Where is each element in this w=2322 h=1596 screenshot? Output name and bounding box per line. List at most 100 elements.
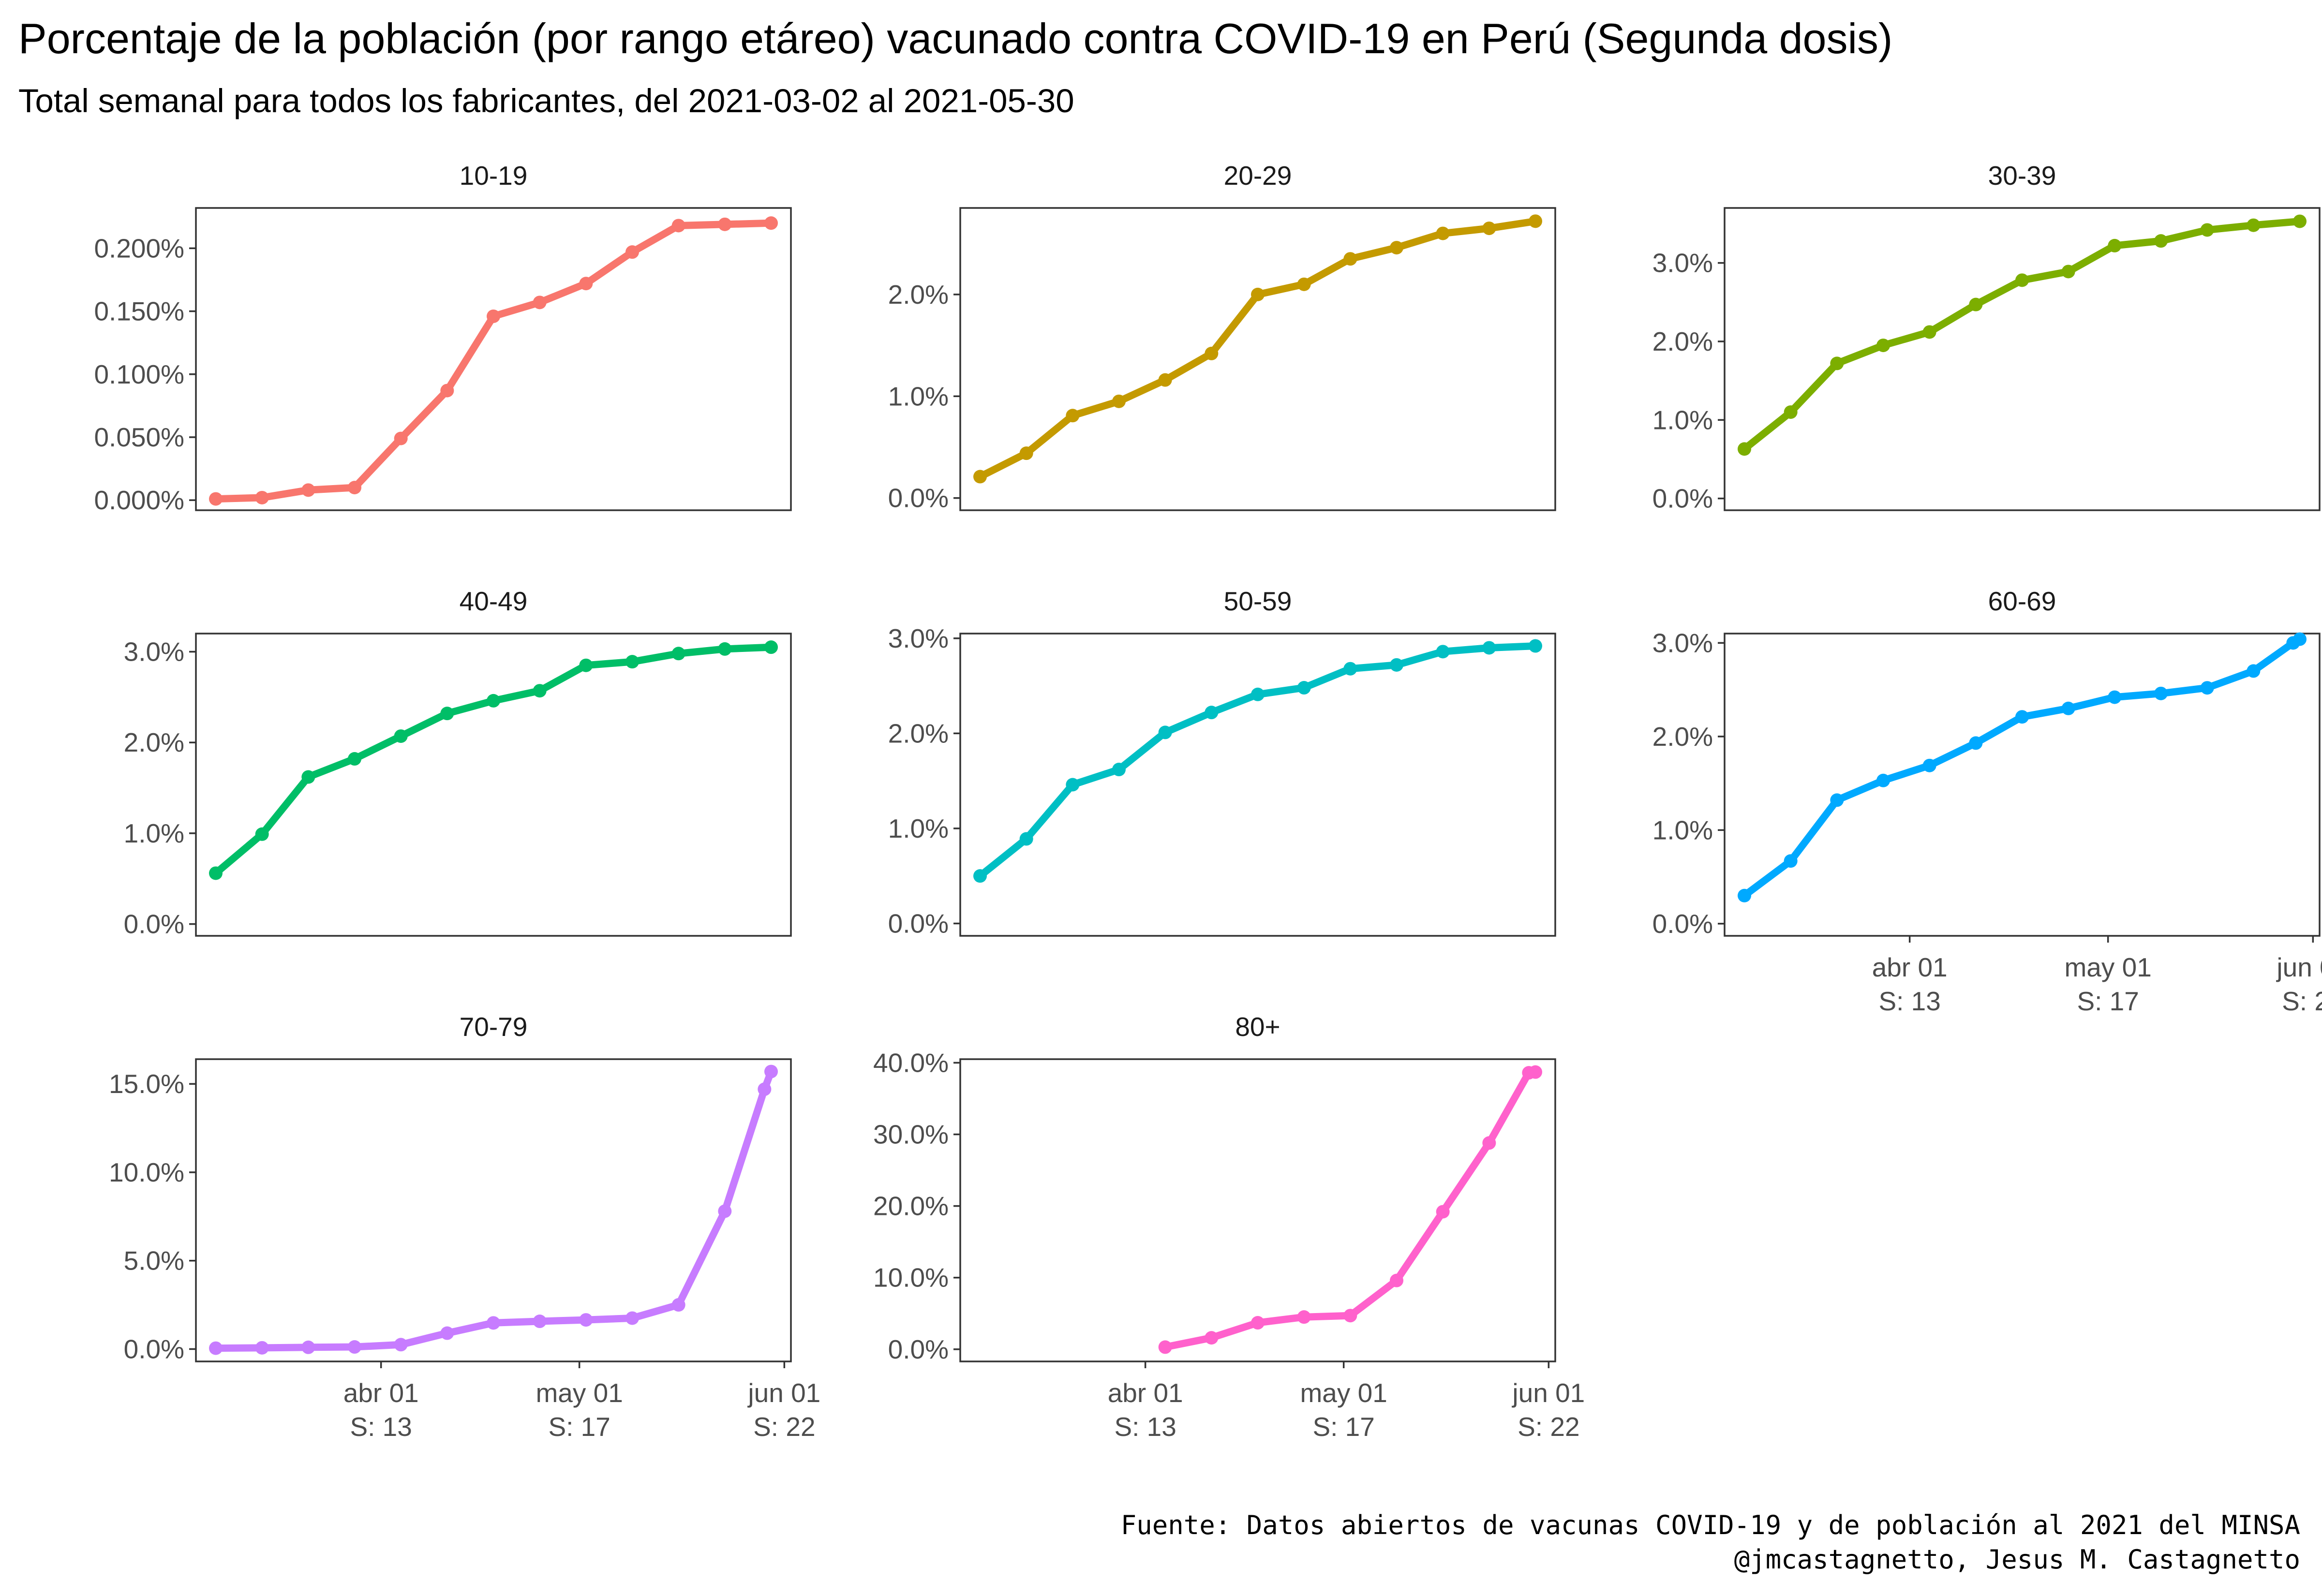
data-point (255, 827, 269, 841)
x-tick-label-date: may 01 (536, 1378, 623, 1408)
series-line-60-69 (1741, 635, 2304, 900)
caption-author: @jmcastagnetto, Jesus M. Castagnetto (1734, 1544, 2300, 1575)
y-tick-label: 5.0% (124, 1246, 184, 1276)
panel-70-79: 70-79 0.0% 5.0% 10.0% 15.0% abr 01 S: 13 may 01… (109, 1012, 820, 1442)
y-tick-label: 1.0% (888, 813, 949, 843)
data-point (209, 1341, 223, 1355)
data-point (209, 492, 223, 506)
x-tick-label-week: S: 22 (753, 1412, 815, 1442)
data-point (718, 642, 732, 656)
data-point (2200, 223, 2214, 237)
data-point (973, 869, 987, 883)
data-point (1112, 394, 1126, 408)
data-point (1066, 409, 1080, 423)
panel-border (1724, 207, 2321, 511)
data-point (487, 309, 500, 323)
data-point (1784, 854, 1798, 868)
data-point (625, 1311, 639, 1325)
chart-title: Porcentaje de la población (por rango et… (18, 15, 1892, 62)
panel-40-49: 40-49 0.0% 1.0% 2.0% 3.0% (124, 586, 792, 939)
y-tick-label: 2.0% (1652, 722, 1713, 752)
y-tick-label: 3.0% (124, 637, 184, 667)
data-point (440, 384, 454, 398)
data-point (579, 658, 593, 672)
data-point (718, 217, 732, 231)
y-tick-label: 0.200% (94, 233, 184, 263)
data-point (1969, 736, 1983, 750)
y-tick-label: 3.0% (888, 623, 949, 653)
data-point (1158, 1340, 1172, 1354)
data-point (301, 770, 315, 784)
data-point (625, 245, 639, 259)
data-point (1251, 687, 1265, 701)
data-point (1112, 763, 1126, 777)
data-point (973, 470, 987, 484)
chart-subtitle: Total semanal para todos los fabricantes… (18, 82, 1074, 119)
data-point (1830, 356, 1844, 370)
x-tick-label-week: S: 13 (1114, 1412, 1176, 1442)
y-tick-label: 1.0% (888, 381, 949, 411)
data-point (671, 647, 685, 661)
data-point (2293, 214, 2307, 228)
data-point (1297, 1310, 1311, 1324)
y-tick-label: 3.0% (1652, 248, 1713, 278)
data-point (579, 277, 593, 291)
data-point (440, 1326, 454, 1340)
data-point (2015, 273, 2029, 287)
y-tick-label: 2.0% (124, 727, 184, 757)
data-point (1158, 373, 1172, 387)
data-point (1784, 405, 1798, 419)
series-line-80+ (1161, 1068, 1539, 1351)
data-point (301, 1340, 315, 1354)
data-point (1297, 277, 1311, 291)
panel-strip-label: 30-39 (1988, 161, 2056, 191)
data-point (1390, 1273, 1403, 1287)
y-tick-label: 0.0% (1652, 484, 1713, 514)
data-point (487, 1316, 500, 1330)
data-point (718, 1204, 732, 1218)
data-point (1436, 226, 1450, 240)
data-point (533, 684, 547, 698)
x-tick-label-date: abr 01 (1872, 952, 1948, 982)
data-point (2061, 701, 2075, 715)
data-point (1738, 442, 1751, 456)
data-point (1019, 446, 1033, 460)
data-point (1390, 658, 1403, 672)
data-point (1922, 325, 1936, 339)
x-tick-label-week: S: 17 (548, 1412, 610, 1442)
data-point (2108, 690, 2122, 704)
panel-border (195, 1058, 792, 1362)
data-point (1876, 339, 1890, 353)
x-tick-label-date: abr 01 (1108, 1378, 1183, 1408)
panel-20-29: 20-29 0.0% 1.0% 2.0% (888, 161, 1556, 513)
y-tick-label: 3.0% (1652, 628, 1713, 658)
x-tick-label-date: jun 01 (747, 1378, 820, 1408)
x-tick-label-date: may 01 (2064, 952, 2151, 982)
data-point (1738, 888, 1751, 902)
data-point (625, 655, 639, 669)
data-point (255, 1341, 269, 1355)
data-point (2154, 686, 2168, 700)
panel-80+: 80+ 0.0% 10.0% 20.0% 30.0% 40.0% abr 01 S: 13 ma… (873, 1012, 1585, 1442)
data-point (1158, 725, 1172, 739)
x-tick-label-week: S: 22 (1518, 1412, 1579, 1442)
panel-50-59: 50-59 0.0% 1.0% 2.0% 3.0% (888, 586, 1556, 938)
data-point (1482, 222, 1496, 236)
data-point (1830, 793, 1844, 807)
y-tick-label: 2.0% (888, 718, 949, 748)
x-tick-label-date: may 01 (1300, 1378, 1387, 1408)
data-point (1529, 1065, 1542, 1079)
data-point (1390, 241, 1403, 255)
data-point (348, 481, 361, 495)
data-point (209, 866, 223, 880)
y-tick-label: 0.0% (888, 483, 949, 513)
data-point (1066, 778, 1080, 792)
y-tick-label: 0.000% (94, 485, 184, 515)
data-point (440, 707, 454, 721)
data-point (1529, 214, 1542, 228)
data-point (1969, 297, 1983, 311)
data-point (1922, 758, 1936, 772)
data-point (2015, 710, 2029, 724)
x-tick-label-week: S: 13 (350, 1412, 412, 1442)
